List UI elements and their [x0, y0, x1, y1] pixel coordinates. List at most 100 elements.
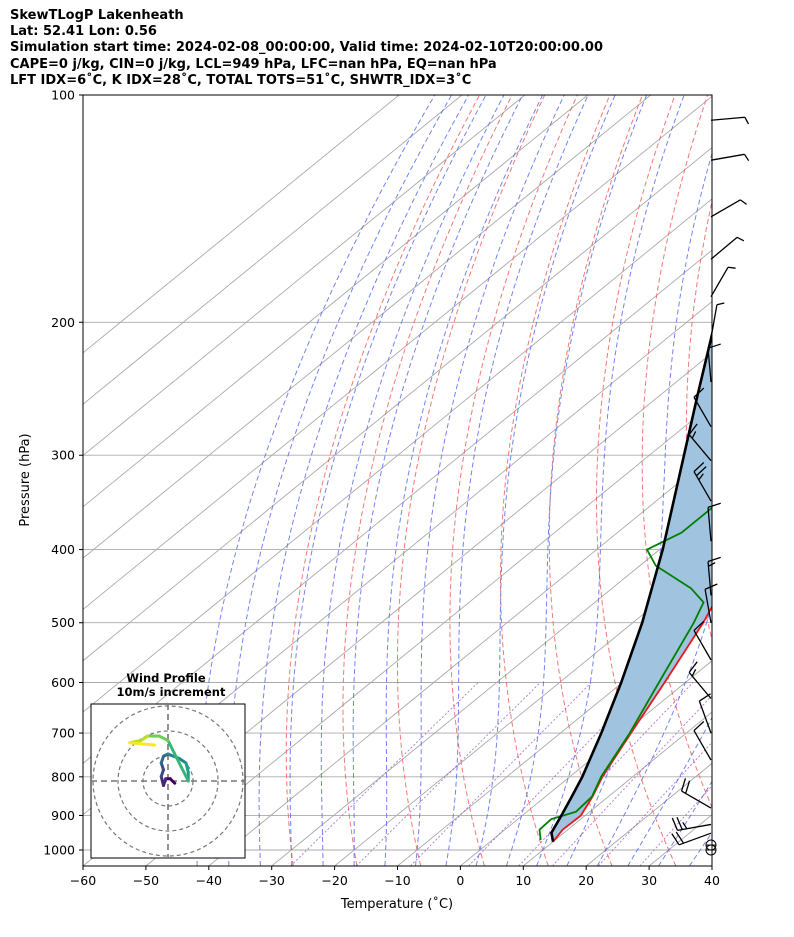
- isotherm-line: [397, 608, 712, 866]
- moist-adiabat-line: [227, 95, 453, 866]
- x-tick-label: 40: [704, 873, 720, 888]
- header-times: Simulation start time: 2024-02-08_00:00:…: [10, 40, 603, 56]
- isotherm-line: [711, 865, 712, 866]
- x-tick-label: −50: [133, 873, 159, 888]
- wind-barbs: [671, 116, 750, 856]
- y-tick-label: 100: [51, 88, 75, 103]
- x-tick-label: −10: [384, 873, 410, 888]
- isotherm-line: [271, 506, 712, 866]
- hodograph-segment: [171, 748, 190, 783]
- mixing-ratio-line: [410, 682, 592, 866]
- wind-barb: [705, 839, 717, 851]
- wind-barb: [707, 343, 721, 383]
- dry-adiabat-line: [449, 95, 578, 866]
- hodograph-subtitle: 10m/s increment: [117, 685, 226, 699]
- x-axis-title: Temperature (˚C): [340, 896, 453, 912]
- mixing-ratio-line: [355, 682, 541, 866]
- axis-layer: −60 −50 −40 −30 −20 −10 0 10 20 30 40 100 200 300 400 5…: [43, 88, 720, 889]
- moist-adiabat-line: [536, 95, 685, 866]
- header-cape-line: CAPE=0 j/kg, CIN=0 j/kg, LCL=949 hPa, LF…: [10, 56, 497, 72]
- wind-barb: [671, 831, 712, 846]
- moist-adiabat-line: [289, 95, 487, 866]
- header-indices-line: LFT IDX=6˚C, K IDX=28˚C, TOTAL TOTS=51˚C…: [10, 72, 472, 88]
- isotherm-line: [83, 147, 712, 662]
- wind-barb: [693, 720, 712, 761]
- wind-barb: [680, 778, 712, 809]
- series-layer: [538, 328, 712, 843]
- isotherm-line: [334, 557, 712, 866]
- isotherm-line: [775, 95, 794, 866]
- wind-barb: [710, 153, 750, 162]
- y-tick-label: 800: [51, 769, 75, 784]
- wind-barb: [688, 661, 712, 699]
- hodograph-ring: [117, 730, 219, 832]
- moist-adiabat-line: [352, 95, 524, 866]
- wind-barb: [704, 583, 718, 623]
- grid-layer: [83, 95, 794, 866]
- y-tick-label: 200: [51, 315, 75, 330]
- wind-barb: [707, 502, 721, 542]
- hodograph-segment: [166, 739, 174, 751]
- dewpoint-profile-line: [538, 506, 712, 841]
- dry-adiabat-line: [285, 95, 480, 866]
- dry-adiabat-line: [685, 199, 712, 642]
- dry-adiabat-line: [548, 95, 643, 866]
- parcel-profile-line: [550, 328, 712, 842]
- hodograph-title: Wind Profile: [126, 671, 206, 685]
- isotherm-line: [83, 95, 526, 457]
- y-tick-label: 700: [51, 726, 75, 741]
- x-tick-label: −20: [321, 873, 347, 888]
- hodograph-segment: [157, 734, 170, 742]
- x-tick-label: −30: [259, 873, 285, 888]
- dry-adiabat-line: [397, 95, 546, 866]
- moist-adiabat-line: [596, 602, 712, 866]
- dry-adiabat-line: [771, 95, 794, 866]
- wind-barb: [693, 462, 712, 502]
- isotherm-line: [83, 95, 712, 611]
- x-tick-label: 30: [641, 873, 657, 888]
- wind-barb: [710, 199, 747, 218]
- moist-adiabat-line: [445, 95, 589, 866]
- y-tick-label: 500: [51, 615, 75, 630]
- wind-barb: [710, 236, 745, 260]
- wind-barb: [693, 387, 712, 428]
- wind-barb: [707, 556, 721, 596]
- mixing-ratio-line: [518, 682, 694, 866]
- moist-adiabat-line: [415, 95, 565, 866]
- dry-adiabat-line: [342, 95, 513, 866]
- hodograph-segment: [128, 741, 156, 747]
- isotherm-line: [523, 711, 712, 866]
- wind-barb: [710, 116, 750, 125]
- hodograph-inset: Wind Profile 10m/s increment: [90, 671, 246, 859]
- isotherm-line: [83, 198, 712, 713]
- x-tick-label: 20: [578, 873, 594, 888]
- mixing-ratio-line: [639, 785, 712, 866]
- wind-barb: [671, 816, 712, 831]
- x-tick-label: −60: [70, 873, 96, 888]
- y-tick-label: 400: [51, 542, 75, 557]
- wind-barb: [710, 302, 725, 339]
- moist-adiabat-line: [505, 95, 648, 866]
- y-tick-label: 1000: [43, 843, 75, 858]
- y-axis-title: Pressure (hPa): [18, 433, 33, 526]
- hodograph-segment: [159, 775, 165, 787]
- dry-adiabat-line: [500, 95, 611, 866]
- isotherm-line: [145, 403, 712, 866]
- fill-layer: [551, 334, 712, 842]
- mixing-ratio-line: [598, 741, 712, 866]
- isotherm-line: [83, 95, 400, 354]
- x-tick-label: −40: [196, 873, 222, 888]
- header-station: SkewTLogP Lakenheath: [10, 8, 184, 23]
- isotherm-line: [83, 95, 589, 508]
- wind-barb: [688, 423, 712, 462]
- isotherm-line: [460, 660, 712, 866]
- wind-barb: [693, 620, 712, 661]
- isotherm-line: [83, 95, 651, 559]
- moist-adiabat-line: [320, 95, 505, 866]
- dry-adiabat-line: [596, 95, 677, 866]
- cape-cin-fill: [551, 334, 712, 842]
- isotherm-line: [83, 95, 463, 405]
- y-tick-label: 600: [51, 675, 75, 690]
- moist-adiabat-line: [258, 95, 470, 866]
